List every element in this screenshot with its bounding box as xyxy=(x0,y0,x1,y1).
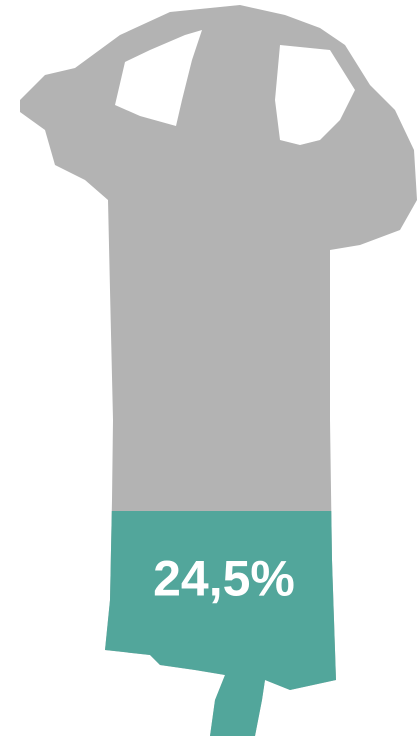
filled-portion xyxy=(20,511,417,736)
value-label: 24,5% xyxy=(153,551,295,607)
fill-group xyxy=(20,511,417,736)
